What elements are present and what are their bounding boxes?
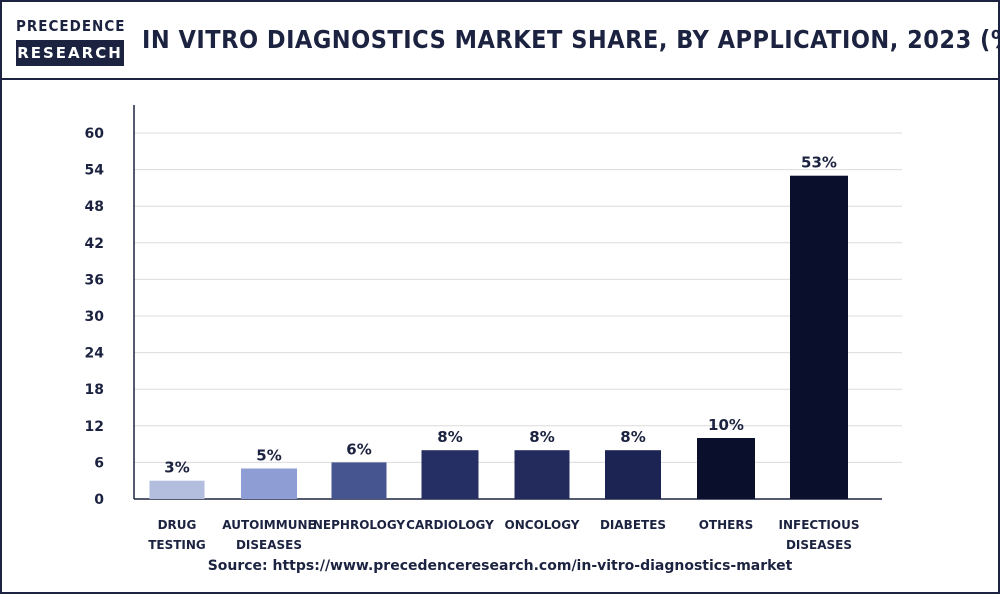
data-label: 8% (620, 428, 645, 446)
data-label: 10% (708, 416, 744, 434)
y-tick-label: 18 (85, 382, 104, 398)
x-tick-label: TESTING (148, 538, 206, 552)
bar (790, 175, 848, 499)
x-tick-label: DIABETES (600, 518, 666, 532)
data-label: 8% (529, 428, 554, 446)
bar (605, 450, 661, 499)
bar (514, 450, 570, 499)
y-tick-label: 0 (94, 492, 104, 508)
x-tick-label: CARDIOLOGY (406, 518, 494, 532)
y-tick-label: 36 (85, 272, 104, 288)
bar (697, 438, 755, 499)
x-tick-label: AUTOIMMUNE (222, 518, 315, 532)
y-tick-label: 12 (85, 419, 104, 435)
source-note: Source: https://www.precedenceresearch.c… (207, 558, 793, 574)
y-tick-label: 48 (85, 199, 104, 215)
logo-bottom-text: RESEARCH (16, 40, 124, 66)
x-tick-label: NEPHROLOGY (313, 518, 406, 532)
x-tick-label: INFECTIOUS (779, 518, 860, 532)
y-tick-label: 6 (94, 455, 104, 471)
brand-logo: PRECEDENCE RESEARCH (16, 14, 124, 66)
data-label: 3% (164, 459, 189, 477)
logo-top-text: PRECEDENCE (16, 17, 126, 35)
bar (149, 480, 205, 499)
y-tick-label: 60 (85, 126, 105, 142)
data-label: 8% (437, 428, 462, 446)
y-tick-label: 30 (85, 309, 105, 325)
data-label: 53% (801, 154, 837, 172)
bar (331, 462, 387, 499)
header: PRECEDENCE RESEARCH IN VITRO DIAGNOSTICS… (2, 2, 1000, 80)
x-tick-label: DISEASES (236, 538, 302, 552)
x-tick-label: OTHERS (699, 518, 754, 532)
x-tick-label: DISEASES (786, 538, 852, 552)
bar (241, 468, 297, 499)
data-label: 5% (256, 447, 281, 465)
chart-title: IN VITRO DIAGNOSTICS MARKET SHARE, BY AP… (142, 25, 1000, 54)
y-tick-label: 54 (85, 163, 105, 179)
bar-chart: 0 6 12 18 24 30 36 42 48 54 60 3% DRUG TESTING 5% AUTOI… (85, 105, 902, 552)
y-tick-label: 42 (85, 236, 104, 252)
bar (421, 450, 479, 499)
data-label: 6% (346, 440, 371, 458)
x-tick-label: ONCOLOGY (505, 518, 580, 532)
y-tick-label: 24 (85, 346, 105, 362)
x-tick-label: DRUG (158, 518, 197, 532)
